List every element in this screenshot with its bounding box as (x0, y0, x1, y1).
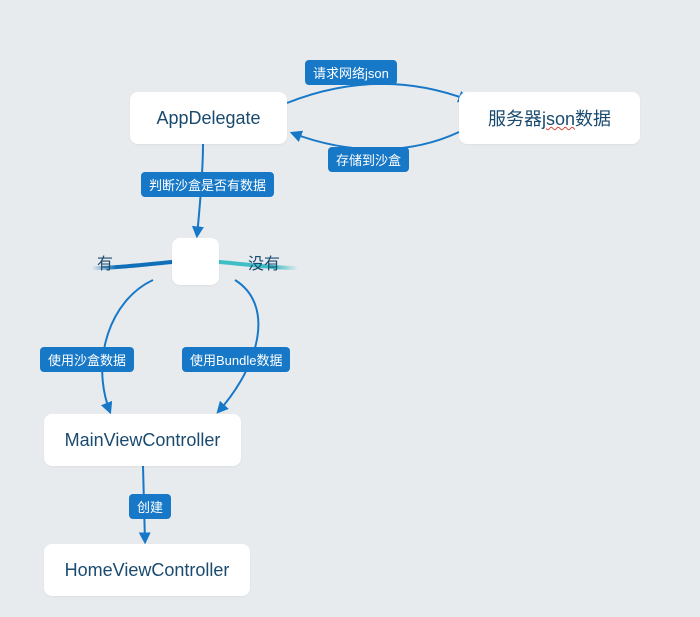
edge-label-create: 创建 (129, 494, 171, 519)
node-main-view-controller: MainViewController (44, 414, 241, 466)
node-label: HomeViewController (65, 560, 230, 581)
node-server-json: 服务器json数据 (459, 92, 640, 144)
edge-label-check: 判断沙盒是否有数据 (141, 172, 274, 197)
node-label: AppDelegate (156, 108, 260, 129)
edge-label-bundle: 使用Bundle数据 (182, 347, 290, 372)
edge-label-sandbox: 使用沙盒数据 (40, 347, 134, 372)
node-label: MainViewController (65, 430, 221, 451)
node-label: 服务器json数据 (488, 105, 611, 131)
edge-label-request: 请求网络json (305, 60, 397, 85)
edge-label-save: 存储到沙盒 (328, 147, 409, 172)
branch-label-no: 没有 (248, 250, 280, 274)
node-app-delegate: AppDelegate (130, 92, 287, 144)
node-decision (172, 238, 219, 285)
node-home-view-controller: HomeViewController (44, 544, 250, 596)
branch-label-yes: 有 (97, 250, 113, 274)
